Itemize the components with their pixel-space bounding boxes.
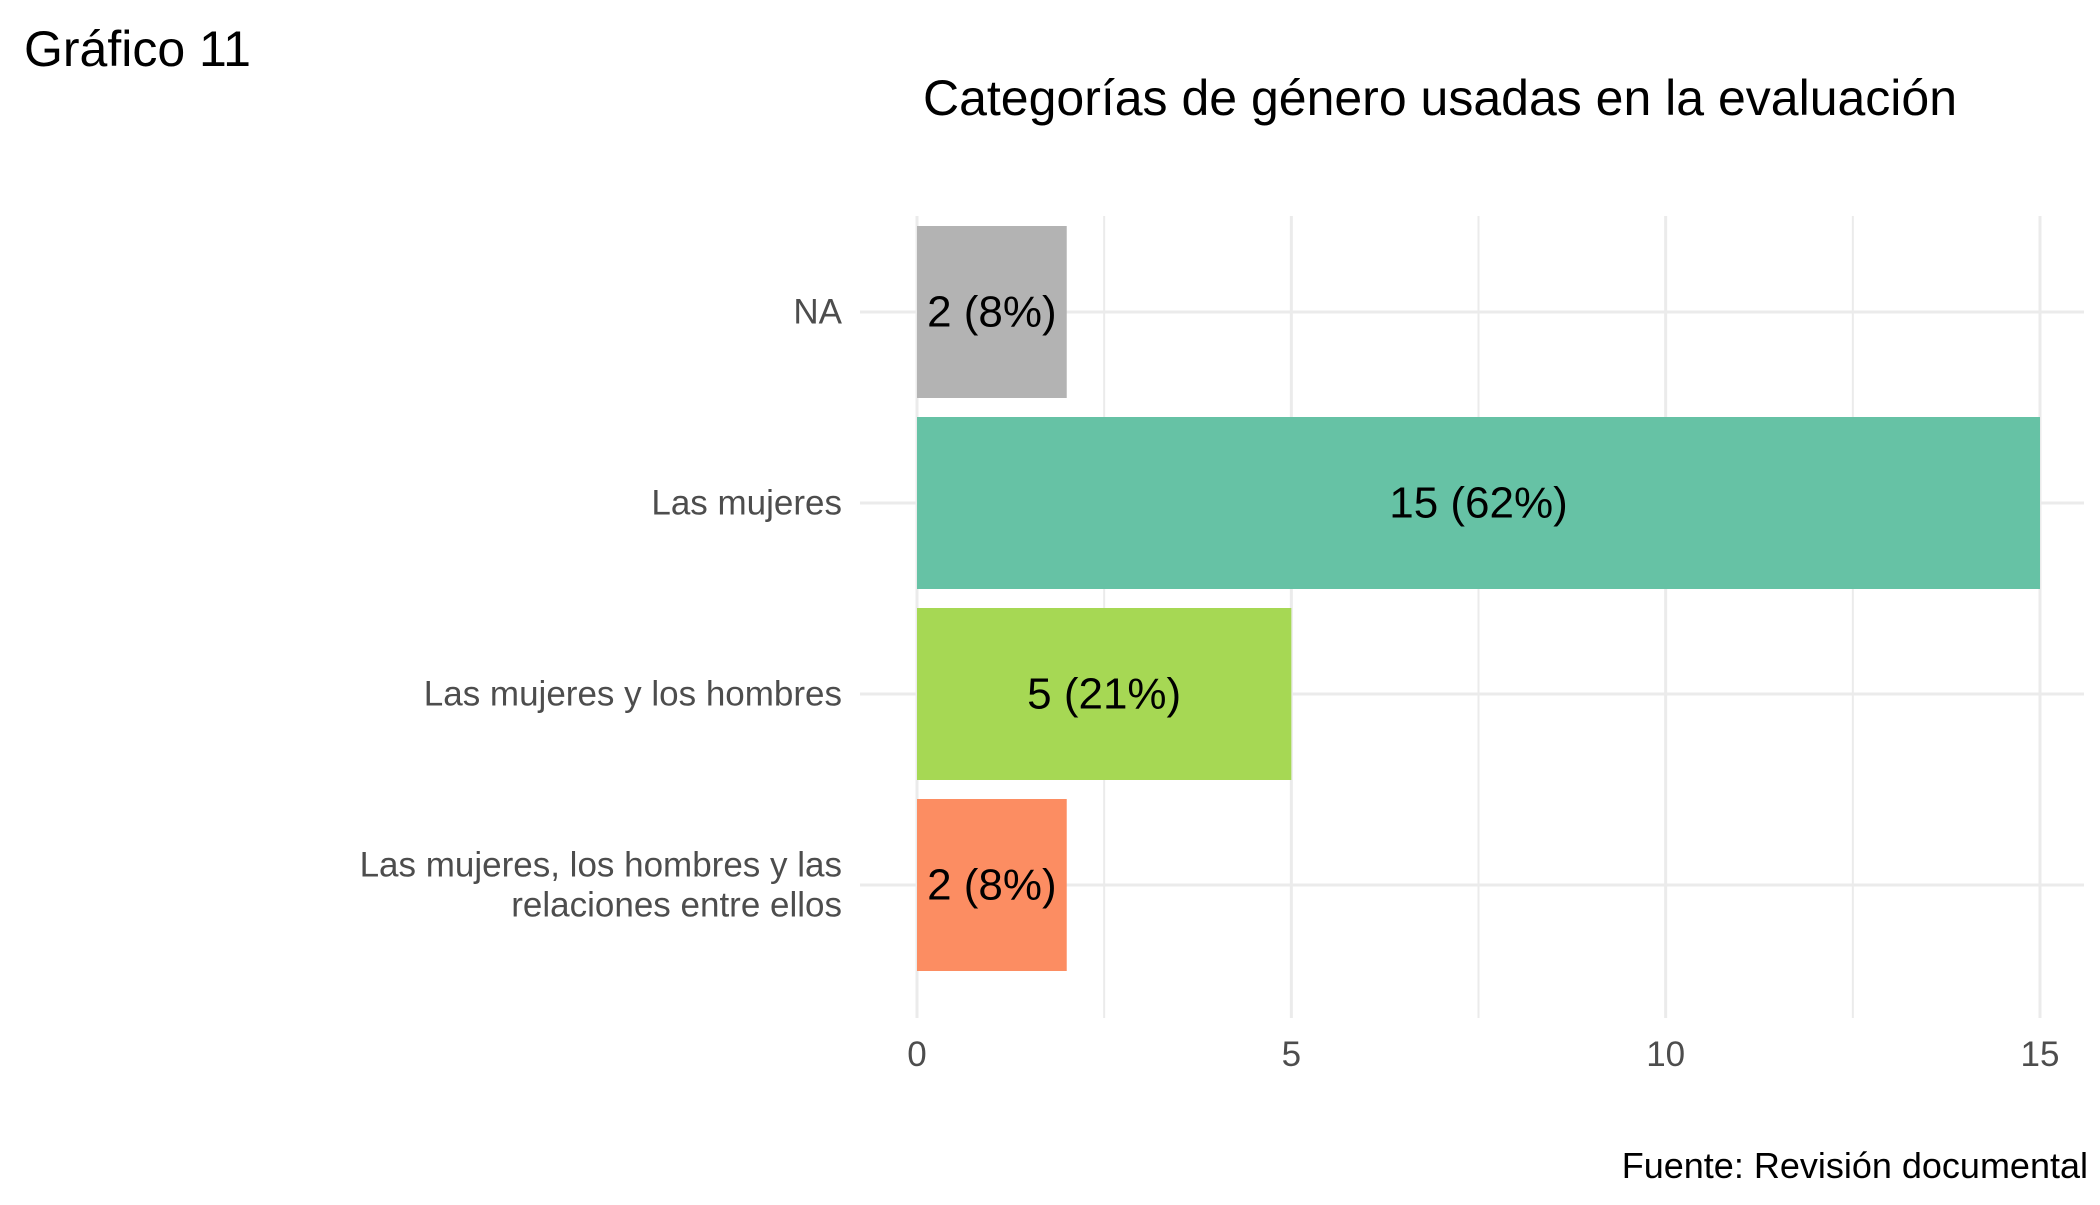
x-tick-label: 0 [907, 1035, 926, 1074]
y-tick-label: Las mujeres, los hombres y las [360, 846, 842, 885]
bar [917, 799, 1067, 971]
y-tick-label: NA [793, 293, 842, 332]
bar [917, 608, 1292, 780]
y-tick-label: Las mujeres [651, 484, 842, 523]
bar [917, 417, 2040, 589]
chart-title: Categorías de género usadas en la evalua… [923, 70, 1957, 126]
bar-data-label: 5 (21%) [1027, 670, 1181, 719]
bar-data-label: 2 (8%) [927, 861, 1057, 910]
source-note: Fuente: Revisión documental [1622, 1145, 2088, 1186]
y-tick-label: Las mujeres y los hombres [424, 675, 842, 714]
y-tick-label: relaciones entre ellos [511, 886, 842, 925]
x-tick-label: 5 [1282, 1035, 1301, 1074]
bar-data-label: 2 (8%) [927, 288, 1057, 337]
plot-area: 2 (8%) NA 15 (62%) Las mujeres 5 (21%) Las mu… [360, 216, 2084, 1074]
x-tick-label: 15 [2021, 1035, 2060, 1074]
bar-data-label: 15 (62%) [1389, 479, 1568, 528]
figure-label: Gráfico 11 [24, 21, 251, 77]
bar [917, 226, 1067, 398]
x-tick-label: 10 [1646, 1035, 1685, 1074]
